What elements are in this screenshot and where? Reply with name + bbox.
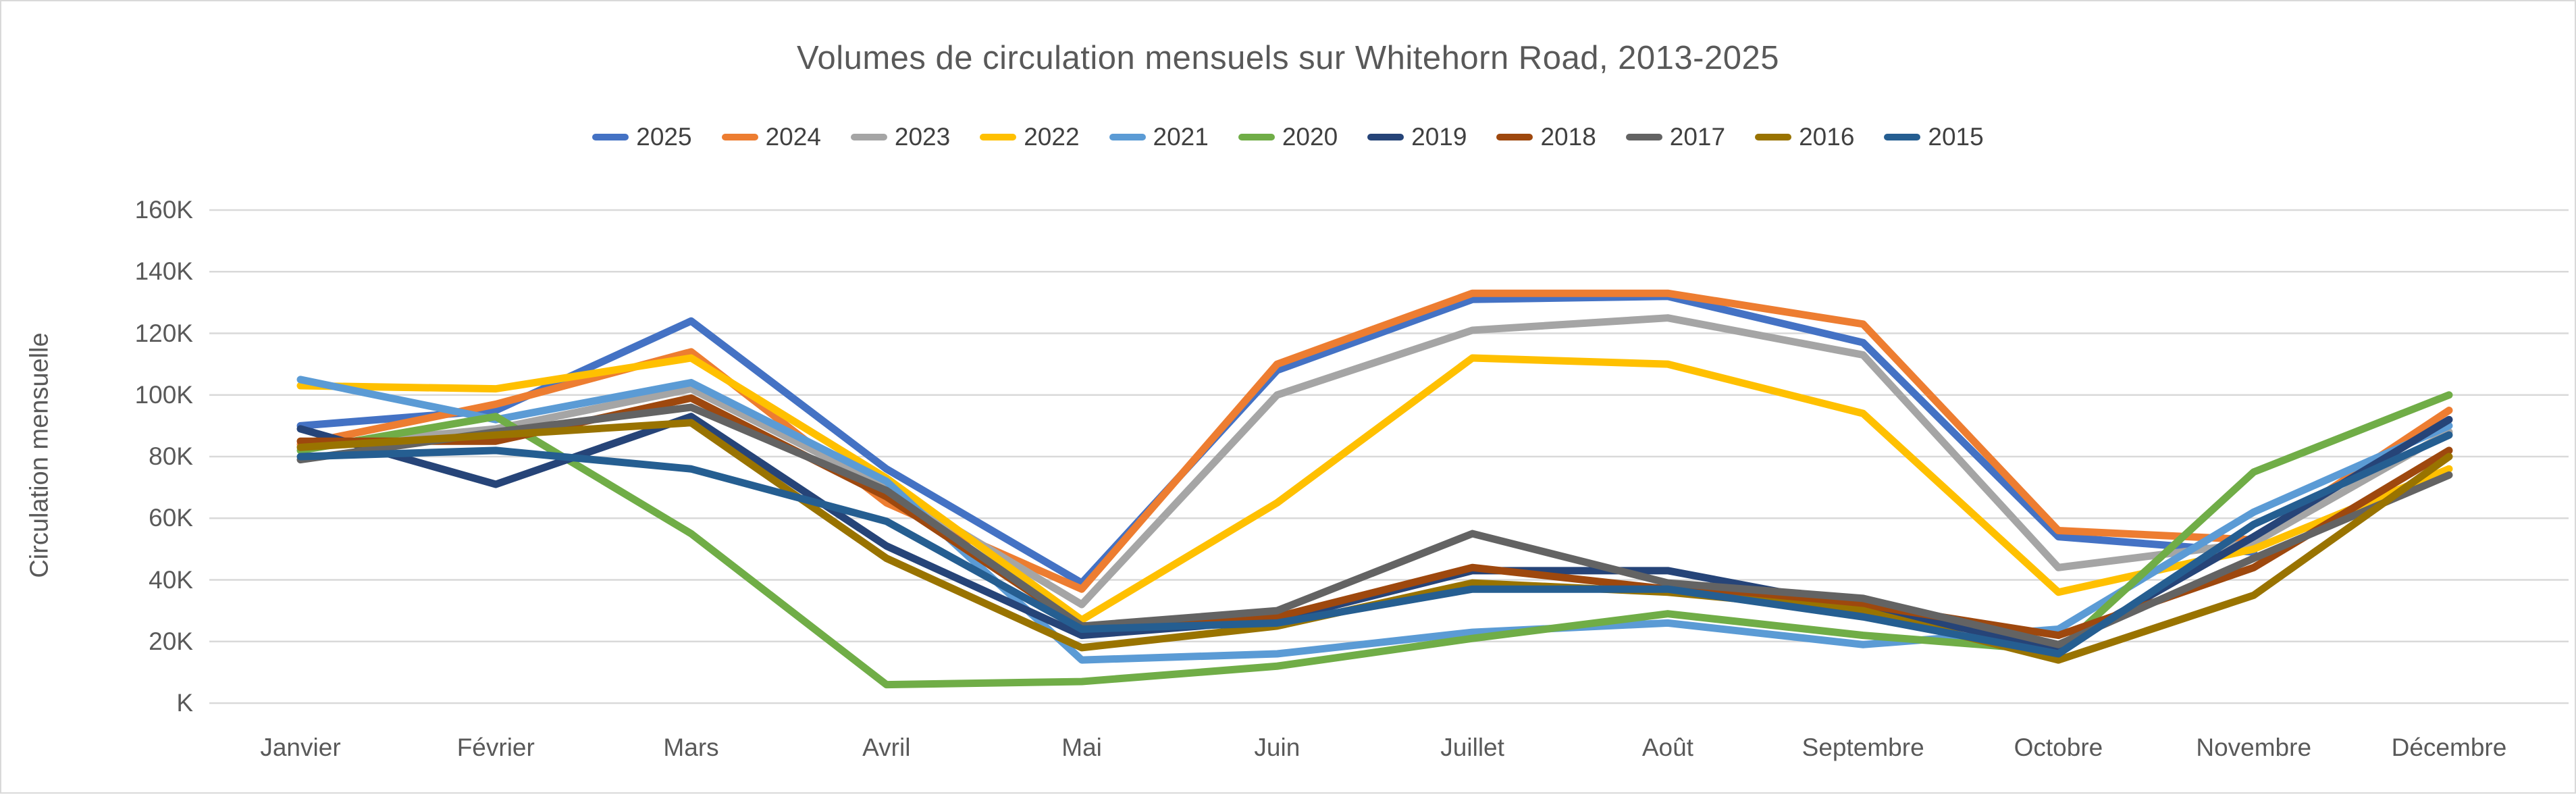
legend-item-2021[interactable]: 2021 bbox=[1109, 123, 1209, 151]
x-tick-label: Mars bbox=[663, 734, 719, 761]
series-line-2015 bbox=[296, 431, 2453, 658]
x-tick-label: Août bbox=[1641, 734, 1693, 761]
y-tick-label: K bbox=[176, 689, 193, 717]
legend-label: 2018 bbox=[1540, 123, 1596, 151]
legend-line-swatch bbox=[980, 134, 1017, 140]
legend-label: 2021 bbox=[1153, 123, 1209, 151]
legend-line-swatch bbox=[1367, 134, 1404, 140]
y-tick-label: 60K bbox=[149, 504, 193, 532]
legend-item-2024[interactable]: 2024 bbox=[721, 123, 821, 151]
series-line-2025 bbox=[296, 292, 2258, 587]
legend-line-swatch bbox=[1238, 134, 1275, 140]
legend-item-2018[interactable]: 2018 bbox=[1496, 123, 1596, 151]
legend-label: 2015 bbox=[1928, 123, 1984, 151]
x-tick-label: Février bbox=[456, 734, 535, 761]
y-tick-label: 40K bbox=[149, 565, 193, 594]
legend-item-2023[interactable]: 2023 bbox=[850, 123, 951, 151]
series-line-2021 bbox=[296, 376, 2453, 664]
legend-label: 2016 bbox=[1799, 123, 1855, 151]
legend-line-swatch bbox=[1884, 134, 1921, 140]
x-tick-label: Janvier bbox=[260, 734, 341, 761]
legend-line-swatch bbox=[1625, 134, 1662, 140]
legend-line-swatch bbox=[850, 134, 887, 140]
legend-item-2017[interactable]: 2017 bbox=[1625, 123, 1726, 151]
legend-line-swatch bbox=[1755, 134, 1792, 140]
x-tick-label: Décembre bbox=[2391, 734, 2507, 761]
y-tick-label: 80K bbox=[149, 442, 193, 470]
legend-item-2025[interactable]: 2025 bbox=[592, 123, 692, 151]
y-tick-label: 100K bbox=[134, 380, 193, 409]
y-tick-label: 140K bbox=[134, 257, 193, 286]
legend-line-swatch bbox=[1109, 134, 1146, 140]
legend-label: 2017 bbox=[1669, 123, 1726, 151]
x-tick-label: Mai bbox=[1061, 734, 1102, 761]
x-tick-label: Septembre bbox=[1802, 734, 1924, 761]
chart-title: Volumes de circulation mensuels sur Whit… bbox=[796, 40, 1780, 76]
legend: 2025 2024 2023 2022 2021 2020 2019 2018 … bbox=[1, 123, 2575, 151]
legend-item-2015[interactable]: 2015 bbox=[1884, 123, 1984, 151]
y-tick-label: 160K bbox=[134, 196, 193, 224]
legend-label: 2023 bbox=[894, 123, 951, 151]
legend-label: 2022 bbox=[1024, 123, 1080, 151]
x-tick-label: Avril bbox=[862, 734, 911, 761]
legend-line-swatch bbox=[1496, 134, 1533, 140]
y-tick-label: 20K bbox=[149, 627, 193, 655]
x-tick-label: Novembre bbox=[2196, 734, 2312, 761]
legend-label: 2025 bbox=[636, 123, 692, 151]
legend-item-2022[interactable]: 2022 bbox=[980, 123, 1080, 151]
legend-item-2019[interactable]: 2019 bbox=[1367, 123, 1467, 151]
x-tick-label: Juin bbox=[1254, 734, 1300, 761]
legend-line-swatch bbox=[721, 134, 758, 140]
series-line-2022 bbox=[296, 354, 2453, 624]
x-tick-label: Juillet bbox=[1440, 734, 1504, 761]
legend-item-2016[interactable]: 2016 bbox=[1755, 123, 1854, 151]
x-tick-label: Octobre bbox=[2014, 734, 2103, 761]
y-tick-label: 120K bbox=[134, 319, 193, 347]
legend-line-swatch bbox=[592, 134, 629, 140]
series-line-2023 bbox=[296, 314, 2453, 609]
legend-label: 2019 bbox=[1411, 123, 1467, 151]
series-line-2018 bbox=[296, 394, 2453, 640]
legend-item-2020[interactable]: 2020 bbox=[1238, 123, 1338, 151]
legend-label: 2024 bbox=[765, 123, 821, 151]
legend-label: 2020 bbox=[1282, 123, 1338, 151]
